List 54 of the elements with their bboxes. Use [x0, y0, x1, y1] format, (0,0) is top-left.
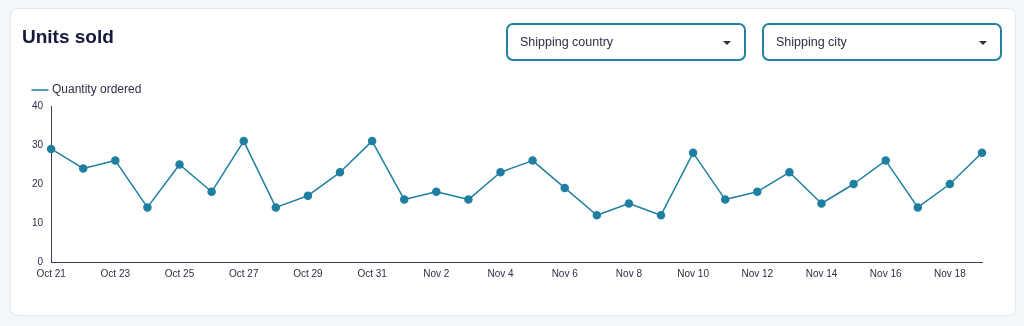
- text: Shipping city: [776, 35, 847, 49]
- point: [688, 148, 698, 158]
- x-tick-label: Nov 4: [487, 267, 515, 279]
- point: [143, 203, 152, 212]
- point: [46, 144, 56, 154]
- text: Shipping country: [520, 35, 614, 49]
- point: [753, 187, 762, 197]
- point: [239, 136, 248, 146]
- x-tick-label: Oct 31: [357, 267, 388, 279]
- point: [785, 168, 794, 177]
- x-tick-label: Nov 10: [677, 267, 710, 279]
- point: [592, 210, 602, 220]
- point: [720, 195, 730, 204]
- point: [560, 183, 569, 193]
- x-tick-label: Nov 16: [869, 267, 902, 279]
- y-tick-label: 20: [32, 177, 44, 189]
- x-tick-label: Nov 2: [423, 267, 450, 279]
- y-tick-label: 30: [32, 138, 44, 150]
- x-tick-label: Nov 8: [615, 267, 643, 279]
- point: [913, 203, 923, 212]
- point: [367, 136, 377, 146]
- point: [271, 203, 281, 212]
- x-tick-label: Nov 14: [805, 267, 838, 279]
- point: [175, 160, 184, 169]
- point: [399, 195, 409, 204]
- point: [624, 199, 634, 208]
- point: [111, 156, 120, 165]
- point: [496, 168, 505, 177]
- point: [335, 168, 345, 177]
- y-tick-label: 10: [32, 216, 44, 228]
- point: [849, 179, 858, 189]
- point: [528, 156, 537, 165]
- x-tick-label: Oct 27: [228, 267, 259, 279]
- x-tick-label: Nov 12: [741, 267, 774, 279]
- point: [78, 164, 88, 173]
- x-tick-label: Oct 29: [293, 267, 324, 279]
- point: [817, 199, 826, 208]
- point: [977, 148, 987, 158]
- point: [432, 187, 441, 197]
- point: [656, 210, 666, 220]
- point: [303, 191, 313, 200]
- point: [881, 156, 890, 165]
- x-tick-label: Nov 6: [551, 267, 579, 279]
- y-tick-label: 40: [32, 99, 44, 111]
- x-tick-label: Oct 21: [36, 267, 67, 279]
- y-tick-label: 0: [37, 255, 44, 267]
- x-tick-label: Oct 25: [164, 267, 195, 279]
- x-tick-label: Nov 18: [934, 267, 967, 279]
- x-tick-label: Oct 23: [100, 267, 131, 279]
- point: [207, 187, 216, 197]
- point: [945, 179, 955, 189]
- legend-label: Quantity ordered: [52, 82, 142, 97]
- point: [464, 195, 473, 204]
- chart-title: Units sold: [22, 26, 114, 48]
